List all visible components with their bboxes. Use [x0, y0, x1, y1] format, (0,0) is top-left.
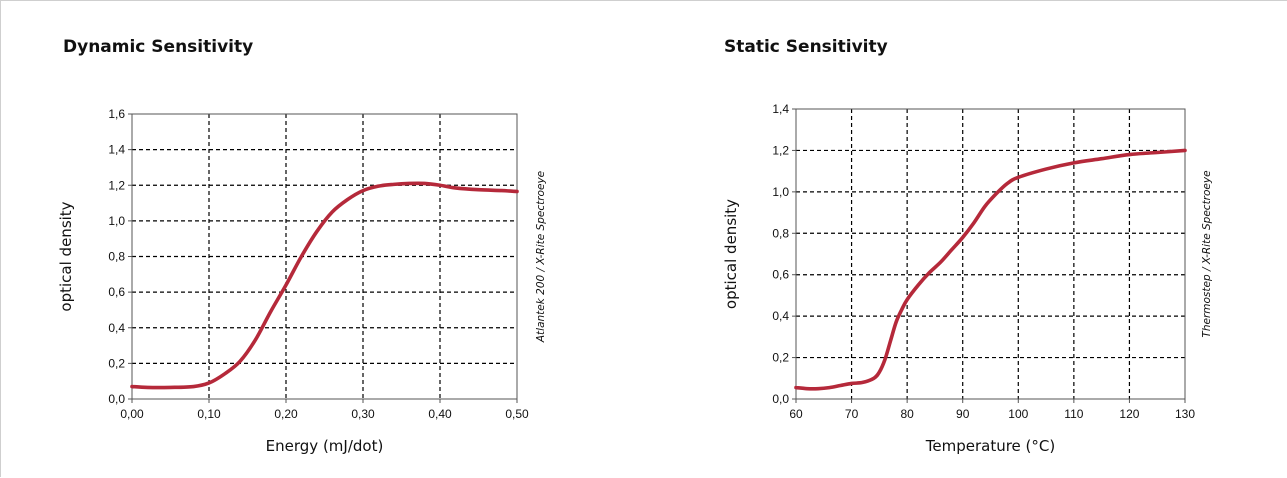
y-tick-label: 0,8 [108, 250, 125, 264]
measurement-note: Thermostep / X-Rite Spectroeye [1201, 170, 1213, 337]
x-tick-label: 110 [1064, 407, 1083, 421]
x-tick-label: 60 [789, 407, 803, 421]
y-tick-label: 0,0 [772, 392, 789, 406]
y-tick-label: 1,2 [108, 178, 125, 192]
y-tick-label: 0,6 [108, 285, 125, 299]
y-tick-label: 1,2 [772, 143, 789, 157]
x-tick-label: 80 [900, 407, 914, 421]
x-tick-label: 100 [1008, 407, 1028, 421]
y-tick-label: 0,0 [108, 392, 125, 406]
x-axis-label: Energy (mJ/dot) [266, 437, 384, 455]
y-tick-label: 0,4 [108, 321, 125, 335]
x-tick-label: 0,00 [120, 407, 144, 421]
y-tick-label: 0,2 [108, 356, 125, 370]
y-tick-label: 0,8 [772, 226, 789, 240]
y-tick-label: 1,6 [108, 107, 125, 121]
x-tick-label: 0,10 [197, 407, 221, 421]
y-tick-label: 1,0 [108, 214, 125, 228]
y-tick-label: 1,4 [772, 102, 789, 116]
x-tick-label: 0,20 [274, 407, 298, 421]
y-tick-label: 1,4 [108, 143, 125, 157]
y-tick-label: 0,6 [772, 268, 789, 282]
series-line-static [794, 148, 1187, 391]
chart-title-static: Static Sensitivity [724, 37, 888, 57]
x-axis-label: Temperature (°C) [925, 437, 1055, 455]
y-tick-label: 0,2 [772, 351, 789, 365]
x-tick-label: 120 [1119, 407, 1139, 421]
x-tick-label: 0,40 [428, 407, 452, 421]
measurement-note: Atlantek 200 / X-Rite Spectroeye [535, 171, 547, 343]
x-tick-label: 0,50 [505, 407, 529, 421]
y-tick-label: 1,0 [772, 185, 789, 199]
plot-area-border [795, 108, 1186, 400]
chart-title-dynamic: Dynamic Sensitivity [63, 37, 254, 57]
x-tick-label: 0,30 [351, 407, 375, 421]
y-axis-label: optical density [57, 201, 75, 311]
x-tick-label: 90 [956, 407, 970, 421]
x-tick-label: 130 [1175, 407, 1195, 421]
series-line-dynamic [130, 181, 519, 390]
y-tick-label: 0,4 [772, 309, 789, 323]
y-axis-label: optical density [722, 199, 740, 309]
x-tick-label: 70 [845, 407, 859, 421]
